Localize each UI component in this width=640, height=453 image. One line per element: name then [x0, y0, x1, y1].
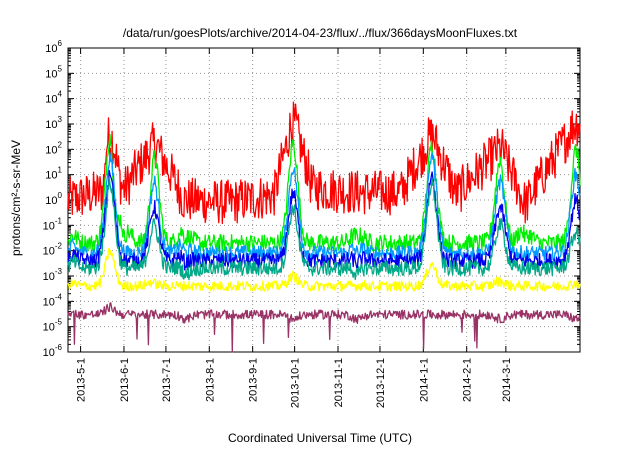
- x-tick-label: 2014-1-1: [418, 358, 430, 402]
- y-tick-label: 10-6: [43, 343, 63, 359]
- x-tick-label: 2014-3-1: [501, 358, 513, 402]
- y-tick-label-exponent: -3: [55, 267, 63, 276]
- y-tick-label-base: 10: [43, 271, 55, 283]
- y-tick-label-exponent: 3: [58, 115, 63, 124]
- y-tick-label: 102: [45, 140, 62, 156]
- y-tick-label: 10-1: [43, 216, 63, 232]
- y-tick-label-exponent: -6: [55, 343, 63, 352]
- y-tick-label-exponent: -2: [55, 242, 63, 251]
- y-tick-label: 100: [45, 191, 62, 207]
- y-tick-label-base: 10: [45, 144, 57, 156]
- x-tick-label: 2013-8-1: [204, 358, 216, 402]
- x-axis-label: Coordinated Universal Time (UTC): [228, 431, 412, 445]
- y-tick-label: 105: [45, 64, 62, 80]
- y-axis-label: protons/cm²-s-sr-MeV: [9, 140, 23, 256]
- y-tick-label-exponent: 2: [58, 140, 63, 149]
- chart-title: /data/run/goesPlots/archive/2014-04-23/f…: [123, 26, 518, 40]
- y-tick-label: 10-5: [43, 318, 63, 334]
- y-tick-label-base: 10: [43, 220, 55, 232]
- y-tick-label-base: 10: [45, 170, 57, 182]
- y-tick-label-base: 10: [45, 119, 57, 131]
- y-tick-label-base: 10: [43, 347, 55, 359]
- y-tick-label: 101: [45, 166, 62, 182]
- y-tick-label: 10-4: [43, 292, 63, 308]
- y-tick-label-exponent: 0: [58, 191, 63, 200]
- y-tick-label-exponent: 6: [58, 39, 63, 48]
- series-line: [67, 169, 580, 271]
- x-tick-label: 2013-9-1: [248, 358, 260, 402]
- x-tick-label: 2013-12-1: [375, 358, 387, 408]
- y-tick-label-exponent: -5: [55, 318, 63, 327]
- series-line: [67, 177, 581, 281]
- y-tick-label-exponent: 4: [58, 90, 63, 99]
- x-tick-label: 2013-5-1: [76, 358, 88, 402]
- y-tick-label-base: 10: [43, 296, 55, 308]
- series-line: [67, 152, 581, 262]
- y-tick-label-base: 10: [45, 94, 57, 106]
- y-tick-label: 104: [45, 90, 62, 106]
- x-tick-label: 2013-7-1: [161, 358, 173, 402]
- y-tick-label-base: 10: [43, 322, 55, 334]
- y-tick-label: 10-3: [43, 267, 63, 283]
- x-tick-label: 2013-11-1: [333, 358, 345, 407]
- y-tick-label-exponent: -4: [55, 292, 63, 301]
- y-tick-label-base: 10: [43, 246, 55, 258]
- y-tick-label-base: 10: [45, 43, 57, 55]
- y-tick-label-base: 10: [45, 195, 57, 207]
- y-tick-label: 106: [45, 39, 62, 55]
- x-tick-label: 2014-2-1: [462, 358, 474, 402]
- series-line: [67, 247, 581, 292]
- series-line: [67, 133, 581, 253]
- y-tick-label-base: 10: [45, 68, 57, 80]
- y-tick-label-exponent: 5: [58, 64, 63, 73]
- y-tick-label: 103: [45, 115, 62, 131]
- y-tick-label: 10-2: [43, 242, 63, 258]
- series-line: [67, 302, 581, 353]
- y-tick-label-exponent: 1: [58, 166, 63, 175]
- x-tick-label: 2013-6-1: [119, 358, 131, 402]
- y-tick-label-exponent: -1: [55, 216, 63, 225]
- x-tick-label: 2013-10-1: [290, 358, 302, 408]
- series-line: [67, 101, 581, 225]
